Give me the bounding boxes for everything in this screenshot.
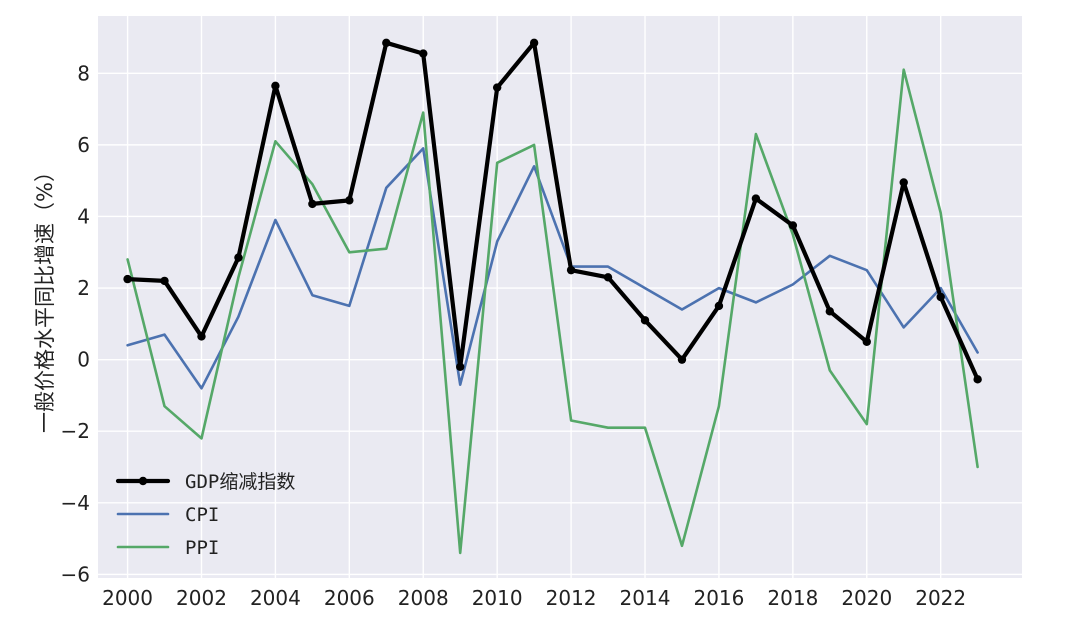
legend-label: CPI (185, 504, 219, 526)
y-tick-label: 6 (77, 133, 90, 157)
y-tick-label: 0 (77, 348, 90, 372)
x-tick-label: 2022 (915, 586, 966, 610)
data-point (751, 194, 761, 203)
y-axis-label: 一般价格水平同比增速（%） (33, 161, 57, 433)
x-tick-label: 2006 (324, 586, 375, 610)
data-point (382, 38, 391, 48)
series-GDP缩减指数 (123, 38, 982, 384)
y-tick-label: 8 (77, 61, 90, 85)
plot-background (98, 16, 1022, 578)
legend-item: CPI (116, 504, 219, 526)
legend-item: PPI (116, 537, 219, 559)
series-line (126, 68, 979, 555)
data-point (603, 273, 613, 282)
data-point (271, 81, 280, 91)
x-tick-label: 2000 (102, 586, 153, 610)
y-axis-ticks: −6 −4 −2 0 2 4 6 8 (61, 61, 90, 586)
data-point (899, 178, 908, 187)
data-point (936, 292, 945, 302)
x-tick-label: 2018 (767, 586, 818, 610)
x-tick-label: 2020 (841, 586, 892, 610)
data-point (825, 307, 835, 316)
data-point (973, 375, 982, 384)
legend-label: GDP缩减指数 (185, 471, 295, 493)
data-point (308, 199, 317, 209)
y-tick-label: 2 (77, 276, 90, 300)
y-tick-label: −6 (61, 562, 90, 586)
x-axis-ticks: 2000 2002 2004 2006 2008 2010 2012 2014 2016 2018… (102, 586, 966, 610)
series-lines (123, 38, 982, 555)
data-point (345, 196, 354, 205)
series-CPI (126, 147, 979, 390)
data-point (566, 265, 576, 275)
data-point (123, 274, 132, 284)
x-tick-label: 2014 (620, 586, 671, 610)
data-point (529, 38, 539, 48)
data-point (714, 301, 724, 311)
grid-lines (98, 16, 1022, 578)
x-tick-label: 2004 (250, 586, 301, 610)
x-tick-label: 2008 (398, 586, 449, 610)
legend-item: GDP缩减指数 (115, 471, 295, 493)
data-point (419, 49, 428, 58)
data-point (160, 276, 169, 286)
data-point (862, 337, 871, 346)
y-tick-label: −2 (61, 419, 90, 443)
x-tick-label: 2016 (693, 586, 744, 610)
data-point (788, 221, 798, 230)
series-line (126, 147, 979, 390)
data-point (492, 83, 502, 92)
data-point (677, 355, 687, 364)
y-tick-label: −4 (61, 491, 90, 515)
y-tick-label: 4 (77, 204, 90, 228)
data-point (640, 316, 650, 325)
x-tick-label: 2002 (176, 586, 227, 610)
legend: GDP缩减指数 CPI PPI (115, 471, 295, 559)
data-point (197, 332, 206, 341)
x-tick-label: 2010 (472, 586, 523, 610)
series-PPI (126, 68, 979, 555)
data-point (234, 253, 243, 262)
legend-marker (138, 476, 148, 486)
legend-label: PPI (185, 537, 219, 559)
data-point (456, 362, 465, 372)
series-line (125, 40, 980, 382)
x-tick-label: 2012 (546, 586, 597, 610)
